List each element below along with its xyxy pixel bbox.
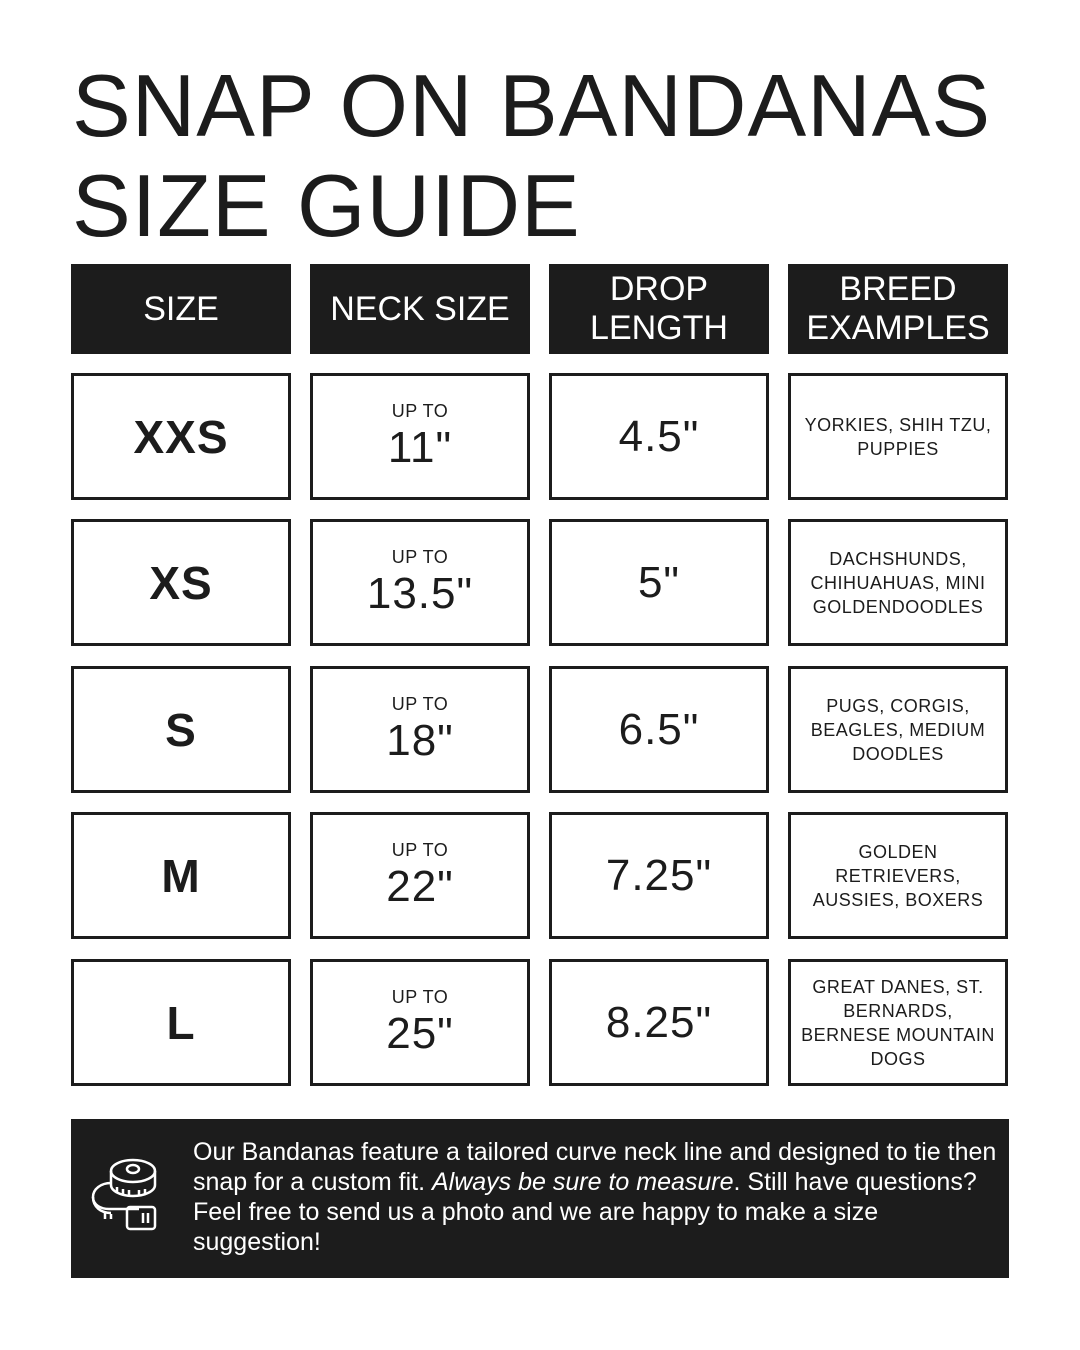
drop-value: 7.25" <box>605 851 713 900</box>
breed-line: DACHSHUNDS, <box>829 548 967 569</box>
neck-prefix: UP TO <box>391 840 449 860</box>
size-cell: S <box>71 666 291 793</box>
size-label: M <box>161 849 201 902</box>
breed-line: GOLDENDOODLES <box>812 596 984 617</box>
header-breed-examples-label: BREED <box>839 270 957 308</box>
neck-value: 22" <box>386 862 454 911</box>
breed-line: BERNARDS, <box>843 1000 953 1021</box>
size-label: S <box>165 703 197 756</box>
neck-cell: UP TO 13.5" <box>310 519 530 646</box>
breed-cell: GOLDEN RETRIEVERS, AUSSIES, BOXERS <box>788 812 1008 939</box>
size-cell: M <box>71 812 291 939</box>
drop-value: 6.5" <box>618 705 700 754</box>
breed-line: GOLDEN <box>858 841 938 862</box>
breed-cell: YORKIES, SHIH TZU, PUPPIES <box>788 373 1008 500</box>
tape-measure-icon <box>91 1158 157 1231</box>
header-drop-length: DROP LENGTH <box>549 264 769 354</box>
breed-cell: GREAT DANES, ST. BERNARDS, BERNESE MOUNTAI… <box>788 959 1008 1086</box>
title-line: SIZE GUIDE <box>72 156 581 255</box>
neck-prefix: UP TO <box>391 987 449 1007</box>
neck-cell: UP TO 22" <box>310 812 530 939</box>
drop-cell: 6.5" <box>549 666 769 793</box>
neck-prefix: UP TO <box>391 547 449 567</box>
header-neck-size-label: NECK SIZE <box>330 289 510 328</box>
neck-value: 11" <box>387 423 453 472</box>
breed-line: PUPPIES <box>857 438 939 459</box>
breed-line: GREAT DANES, ST. <box>812 976 984 997</box>
drop-cell: 8.25" <box>549 959 769 1086</box>
breed-line: YORKIES, SHIH TZU, <box>804 414 992 435</box>
size-cell: XXS <box>71 373 291 500</box>
drop-value: 5" <box>637 558 681 607</box>
page-title: SNAP ON BANDANAS SIZE GUIDE <box>72 56 991 256</box>
neck-cell: UP TO 11" <box>310 373 530 500</box>
footer-text: Our Bandanas feature a tailored curve ne… <box>193 1137 998 1257</box>
breed-line: PUGS, CORGIS, <box>826 695 970 716</box>
footer-text-part: . Still have questions? Feel free to sen… <box>193 1168 977 1256</box>
breed-line: BEAGLES, MEDIUM <box>810 719 986 740</box>
breed-cell: DACHSHUNDS, CHIHUAHUAS, MINI GOLDENDOODLES <box>788 519 1008 646</box>
breed-line: AUSSIES, BOXERS <box>812 889 984 910</box>
size-cell: L <box>71 959 291 1086</box>
size-label: L <box>166 996 196 1049</box>
header-breed-examples-label: EXAMPLES <box>806 309 990 347</box>
neck-prefix: UP TO <box>391 694 449 714</box>
size-label: XXS <box>133 410 229 463</box>
footer-text-part: Our Bandanas feature a tailored curve ne… <box>193 1138 997 1196</box>
drop-cell: 4.5" <box>549 373 769 500</box>
size-label: XS <box>149 556 213 609</box>
breed-line: DOODLES <box>852 743 944 764</box>
breed-line: DOGS <box>870 1048 926 1069</box>
drop-cell: 5" <box>549 519 769 646</box>
header-size-label: SIZE <box>143 289 219 328</box>
breed-line: BERNESE MOUNTAIN <box>801 1024 995 1045</box>
header-drop-length-label: DROP <box>609 270 709 308</box>
header-drop-length-label: LENGTH <box>590 309 728 347</box>
neck-cell: UP TO 25" <box>310 959 530 1086</box>
neck-prefix: UP TO <box>391 401 449 421</box>
neck-value: 13.5" <box>366 569 474 618</box>
footer-text-italic: Always be sure to measure <box>432 1168 734 1196</box>
neck-value: 25" <box>386 1009 454 1058</box>
size-cell: XS <box>71 519 291 646</box>
neck-value: 18" <box>386 716 454 765</box>
header-neck-size: NECK SIZE <box>310 264 530 354</box>
breed-line: CHIHUAHUAS, MINI <box>810 572 986 593</box>
drop-value: 4.5" <box>618 412 700 461</box>
header-size: SIZE <box>71 264 291 354</box>
title-line: SNAP ON BANDANAS <box>72 56 992 155</box>
drop-cell: 7.25" <box>549 812 769 939</box>
neck-cell: UP TO 18" <box>310 666 530 793</box>
header-breed-examples: BREED EXAMPLES <box>788 264 1008 354</box>
footer-note: Our Bandanas feature a tailored curve ne… <box>71 1119 1009 1278</box>
breed-line: RETRIEVERS, <box>835 865 961 886</box>
breed-cell: PUGS, CORGIS, BEAGLES, MEDIUM DOODLES <box>788 666 1008 793</box>
drop-value: 8.25" <box>605 998 713 1047</box>
